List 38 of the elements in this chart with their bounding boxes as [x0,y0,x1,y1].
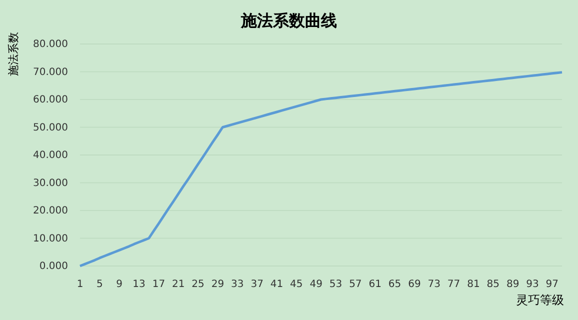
x-tick-label: 13 [132,279,146,290]
x-tick-label: 65 [388,279,402,290]
x-tick-label: 37 [250,279,264,290]
x-tick-label: 61 [368,279,382,290]
line-series [78,71,564,268]
y-tick-label: 40.000 [33,150,68,162]
x-tick-label: 17 [152,279,166,290]
x-tick-label: 77 [447,279,460,290]
y-tick-label: 60.000 [33,94,68,106]
x-tick-label: 45 [290,279,303,290]
x-tick-label: 69 [408,279,421,290]
x-tick-label: 9 [116,279,123,290]
x-tick-label: 1 [76,279,84,290]
x-tick-label: 53 [329,279,342,290]
x-axis-title: 灵巧等级 [516,293,564,307]
y-tick-label: 70.000 [33,66,68,78]
y-axis-title: 施法系数 [7,32,20,76]
x-tick-label: 81 [467,279,480,290]
x-tick-label: 73 [428,279,440,290]
x-tick-label: 93 [526,279,539,290]
x-tick-label: 57 [349,279,362,290]
x-tick-label: 21 [172,279,185,290]
y-tick-label: 20.000 [33,206,68,217]
x-tick-label: 97 [546,279,559,290]
y-tick-label: 50.000 [33,122,68,134]
x-tick-label: 5 [96,279,103,290]
x-tick-label: 49 [310,279,322,290]
x-tick-label: 89 [506,279,520,290]
x-tick-label: 29 [211,279,224,290]
y-tick-label: 0.000 [39,261,68,272]
x-tick-label: 33 [231,279,244,290]
y-tick-label: 30.000 [33,178,68,189]
x-tick-label: 41 [270,279,284,290]
y-tick-label: 10.000 [33,233,68,244]
y-tick-label: 80.000 [33,39,68,50]
x-tick-label: 85 [486,279,500,290]
x-tick-label: 25 [192,279,204,290]
chart-title: 施法系数曲线 [240,11,337,30]
